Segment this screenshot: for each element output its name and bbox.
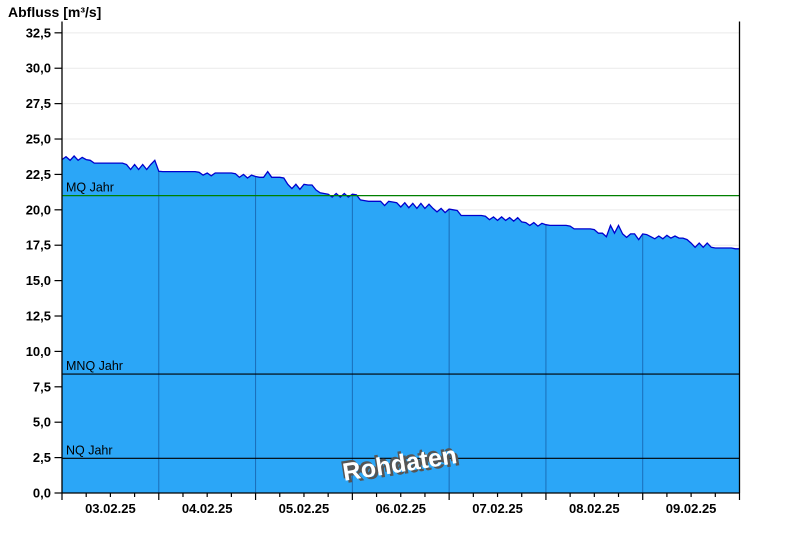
y-tick-label: 25,0 <box>26 132 51 147</box>
x-tick-group: 03.02.25 04.02.25 05.02.25 06.02.25 07.02.25… <box>61 493 741 516</box>
reference-label-mq: MQ Jahr <box>66 181 114 195</box>
reference-label-nq: NQ Jahr <box>66 443 113 457</box>
day-gridlines <box>158 156 644 493</box>
y-tick-label: 32,5 <box>26 25 51 40</box>
y-tick-label: 7,5 <box>33 379 51 394</box>
x-date-label: 07.02.25 <box>472 501 523 516</box>
y-tick-label: 17,5 <box>26 238 51 253</box>
x-date-label: 03.02.25 <box>85 501 136 516</box>
chart-title: Abfluss [m³/s] <box>8 4 102 20</box>
y-tick-label: 12,5 <box>26 309 51 324</box>
y-tick-label: 20,0 <box>26 202 51 217</box>
discharge-area-fill <box>62 156 740 493</box>
y-tick-label: 0,0 <box>33 486 51 501</box>
y-tick-label: 27,5 <box>26 96 51 111</box>
y-tick-label: 2,5 <box>33 450 51 465</box>
y-tick-label: 22,5 <box>26 167 51 182</box>
discharge-line <box>61 155 740 250</box>
x-date-label: 09.02.25 <box>666 501 717 516</box>
y-tick-group: 0,0 2,5 5,0 7,5 10,0 12,5 15,0 17,5 20,0 22,5 25,0… <box>26 25 62 501</box>
y-tick-label: 5,0 <box>33 415 51 430</box>
y-tick-label: 10,0 <box>26 344 51 359</box>
x-date-label: 05.02.25 <box>279 501 330 516</box>
y-tick-label: 15,0 <box>26 273 51 288</box>
reference-label-mnq: MNQ Jahr <box>66 359 123 373</box>
y-tick-label: 30,0 <box>26 61 51 76</box>
x-date-label: 04.02.25 <box>182 501 233 516</box>
x-date-label: 06.02.25 <box>375 501 426 516</box>
x-date-label: 08.02.25 <box>569 501 620 516</box>
